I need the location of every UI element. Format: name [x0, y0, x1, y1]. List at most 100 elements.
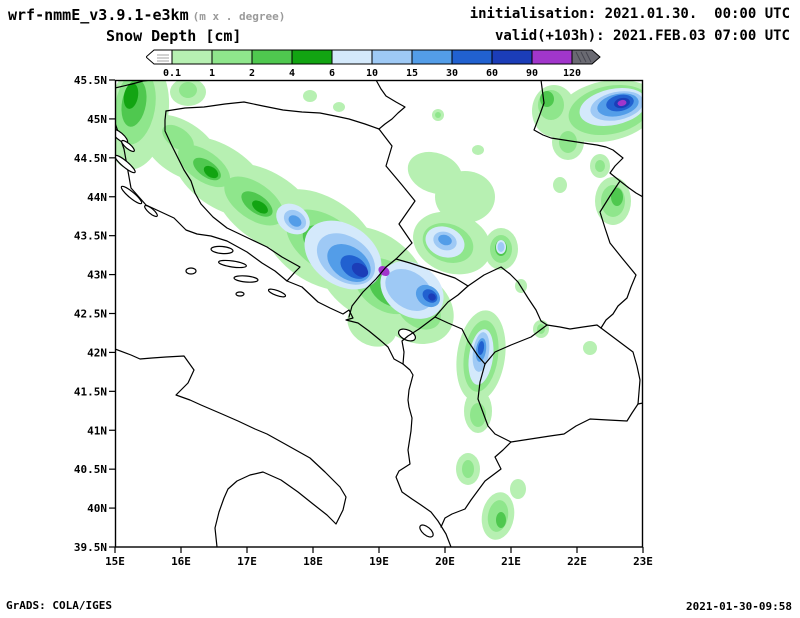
- island-korcula: [233, 275, 259, 283]
- border-montenegro-serbia: [395, 258, 469, 287]
- init-time-label: initialisation: 2021.01.30. 00:00 UTC: [469, 6, 790, 22]
- island-mljet: [267, 288, 287, 298]
- snow-contour-blob: [123, 83, 139, 109]
- border-montenegro-albania: [401, 316, 436, 365]
- island-corfu: [419, 524, 434, 538]
- snow-contour-blob: [333, 102, 345, 112]
- legend-over-arrow: [571, 49, 601, 65]
- y-tick-label: 43.5N: [74, 230, 107, 243]
- model-name: wrf-nmmE_v3.9.1-e3km: [8, 6, 189, 24]
- snow-contour-blob: [435, 112, 441, 118]
- border-serbia-macedonia: [546, 324, 602, 330]
- y-tick-label: 40.5N: [74, 463, 107, 476]
- y-tick-label: 44N: [87, 191, 107, 204]
- x-tick-label: 16E: [171, 555, 191, 568]
- border-albania-greece: [440, 441, 512, 528]
- snow-contour-blob: [611, 188, 623, 206]
- snow-contour-blob: [351, 262, 369, 278]
- island-rab: [121, 139, 135, 153]
- y-tick-label: 44.5N: [74, 152, 107, 165]
- hatch-line: [575, 51, 582, 63]
- island-dugi-otok: [120, 185, 143, 205]
- snow-contour-blob: [438, 234, 452, 246]
- snow-contour-blob: [252, 200, 268, 214]
- axis-layer: 15E 16E 17E 18E 19E 20E 21E 22E 23E 39.5N 40N 40.5N…: [74, 74, 653, 568]
- model-title: wrf-nmmE_v3.9.1-e3km (m x . degree): [8, 6, 285, 24]
- x-tick-label: 20E: [435, 555, 455, 568]
- snow-contour-blob: [303, 90, 317, 102]
- legend-label: 0.1: [163, 68, 181, 79]
- legend-label: 30: [446, 68, 458, 79]
- hatch-line: [585, 51, 592, 63]
- snow-contour-blob: [347, 303, 397, 347]
- snow-contour-blob: [288, 215, 302, 227]
- snow-contour-blob: [428, 293, 436, 301]
- border-macedonia-bulgaria: [600, 327, 641, 405]
- island-vis: [185, 267, 197, 275]
- snow-contour-blob: [162, 124, 194, 152]
- legend-label: 6: [329, 68, 335, 79]
- border-romania-serbia: [533, 80, 624, 182]
- border-croatia-bosnia: [164, 110, 301, 282]
- y-tick-label: 40N: [87, 502, 107, 515]
- legend-label: 15: [406, 68, 418, 79]
- snow-contour-blob: [179, 82, 197, 98]
- border-croatia-serbia: [375, 80, 406, 130]
- y-tick-label: 42N: [87, 346, 107, 359]
- border-drina-bosnia-serbia: [378, 128, 416, 260]
- plot-title: Snow Depth [cm]: [106, 27, 242, 45]
- border-kosovo-serbia: [467, 266, 548, 326]
- y-tick-label: 39.5N: [74, 541, 107, 554]
- x-tick-label: 19E: [369, 555, 389, 568]
- snow-contour-blob: [496, 512, 506, 528]
- legend-label: 4: [289, 68, 295, 79]
- snow-contour-blob: [559, 131, 577, 153]
- snow-contour-blob: [462, 460, 474, 478]
- grads-credit: GrADS: COLA/IGES: [6, 599, 112, 612]
- x-tick-label: 22E: [567, 555, 587, 568]
- border-albania-kosovo: [434, 316, 486, 365]
- y-tick-label: 45.5N: [74, 74, 107, 87]
- border-sava-north-bosnia: [165, 101, 380, 130]
- legend-label: 1: [209, 68, 215, 79]
- border-kosovo-montenegro: [434, 285, 469, 318]
- snow-contour-blob: [407, 151, 463, 195]
- border-bulgaria-romania: [619, 180, 643, 198]
- lake-skadar: [397, 328, 417, 342]
- snow-contour-layer: [115, 80, 643, 540]
- y-tick-label: 43N: [87, 269, 107, 282]
- snow-contour-blob: [583, 341, 597, 355]
- snow-contour-blob: [617, 99, 627, 107]
- y-tick-label: 41.5N: [74, 385, 107, 398]
- x-tick-label: 23E: [633, 555, 653, 568]
- border-macedonia-greece: [510, 403, 639, 443]
- legend-label: 120: [563, 68, 581, 79]
- snow-contour-blob: [553, 177, 567, 193]
- snow-contour-blob: [477, 341, 485, 355]
- coastline-border-layer: [115, 80, 643, 547]
- snow-contour-blob: [540, 91, 554, 107]
- snow-contour-blob: [510, 479, 526, 499]
- coastline-adriatic-east: [115, 122, 452, 547]
- island-pag: [115, 154, 136, 174]
- border-montenegro-bosnia: [348, 258, 397, 318]
- snow-contour-blob: [497, 242, 505, 252]
- island-lastovo: [235, 291, 245, 297]
- border-serbia-bulgaria: [599, 180, 637, 329]
- snow-contour-blob: [472, 145, 484, 155]
- island-kornati: [144, 204, 158, 218]
- creation-timestamp: 2021-01-30-09:58: [686, 600, 792, 613]
- y-tick-label: 42.5N: [74, 308, 107, 321]
- island-brac: [210, 245, 234, 255]
- y-tick-label: 45N: [87, 113, 107, 126]
- border-albania-macedonia: [477, 363, 512, 443]
- legend-label: 60: [486, 68, 498, 79]
- colorbar-legend: 0.1 1 2 4 6 10 15 30 60 90 120: [146, 49, 601, 79]
- x-tick-label: 17E: [237, 555, 257, 568]
- x-tick-label: 15E: [105, 555, 125, 568]
- legend-label: 10: [366, 68, 378, 79]
- snow-contour-blob: [595, 160, 605, 172]
- y-tick-label: 41N: [87, 424, 107, 437]
